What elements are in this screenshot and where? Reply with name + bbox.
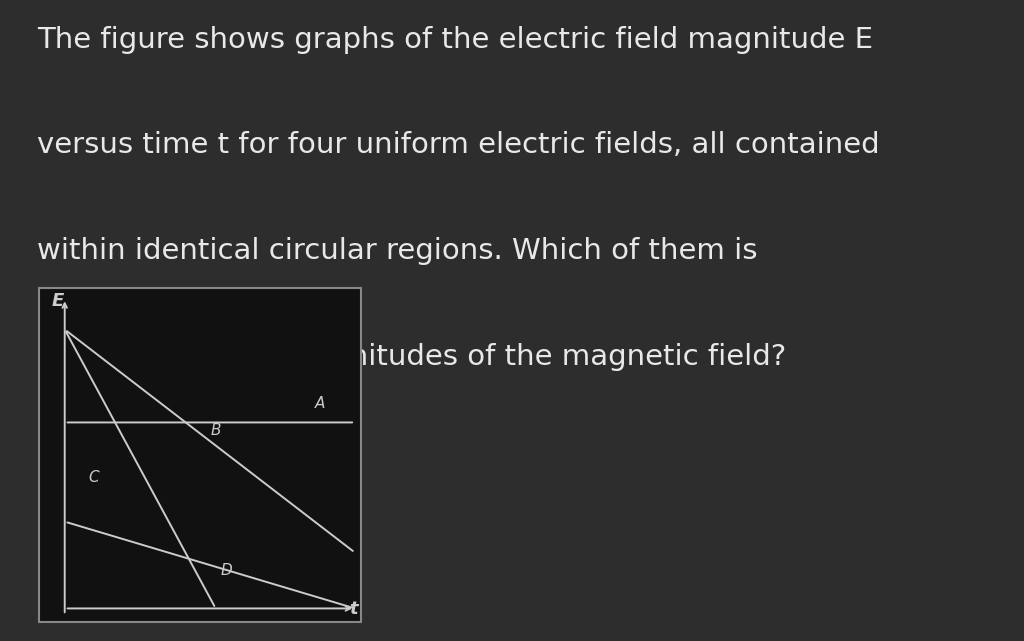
Text: The figure shows graphs of the electric field magnitude E: The figure shows graphs of the electric … <box>37 26 872 54</box>
Text: within identical circular regions. Which of them is: within identical circular regions. Which… <box>37 237 758 265</box>
Text: B: B <box>211 423 221 438</box>
Text: t: t <box>349 601 358 619</box>
Text: C: C <box>88 470 99 485</box>
Text: versus time t for four uniform electric fields, all contained: versus time t for four uniform electric … <box>37 131 880 160</box>
Text: E: E <box>52 292 65 310</box>
Text: A: A <box>314 396 325 412</box>
Text: D: D <box>220 563 231 578</box>
Text: according to the magnitudes of the magnetic field?: according to the magnitudes of the magne… <box>37 343 786 371</box>
